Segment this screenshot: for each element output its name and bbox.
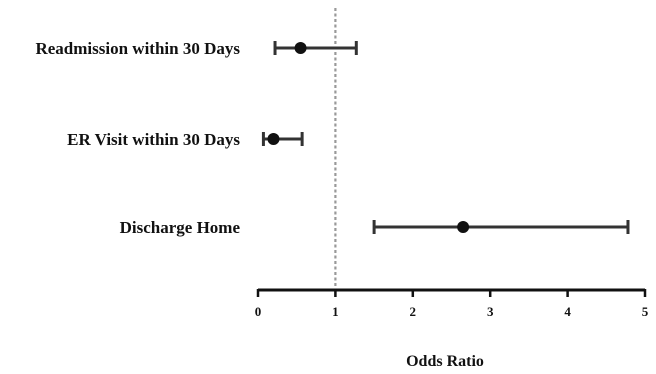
x-tick-label-4: 4 — [564, 304, 571, 319]
category-label-2: Discharge Home — [120, 218, 241, 237]
forest-marks — [261, 41, 630, 234]
x-tick-label-0: 0 — [255, 304, 262, 319]
x-tick-label-5: 5 — [642, 304, 649, 319]
x-tick-label-3: 3 — [487, 304, 494, 319]
x-tick-label-2: 2 — [410, 304, 417, 319]
x-axis: 0 1 2 3 4 5 — [255, 288, 649, 319]
category-label-1: ER Visit within 30 Days — [67, 130, 240, 149]
x-axis-title: Odds Ratio — [406, 353, 484, 370]
category-label-0: Readmission within 30 Days — [35, 39, 240, 58]
category-labels: Readmission within 30 Days ER Visit withi… — [35, 39, 240, 237]
estimate-point-2 — [457, 221, 470, 233]
estimate-point-1 — [267, 133, 280, 145]
x-tick-label-1: 1 — [332, 304, 339, 319]
estimate-point-0 — [294, 42, 307, 54]
